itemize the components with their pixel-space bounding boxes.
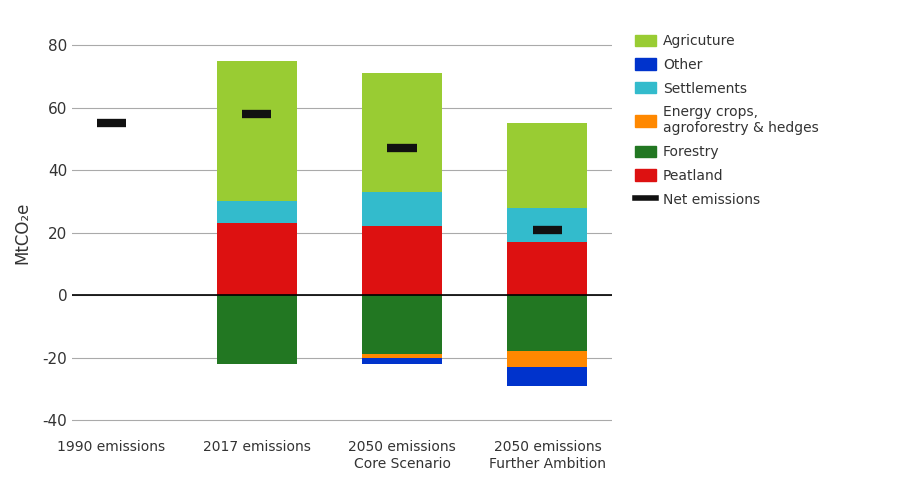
Bar bbox=[508, 351, 588, 367]
Bar bbox=[362, 295, 442, 354]
Bar bbox=[508, 242, 588, 295]
Bar bbox=[217, 61, 296, 201]
Bar bbox=[508, 295, 588, 351]
Bar bbox=[508, 123, 588, 208]
Y-axis label: MtCO₂e: MtCO₂e bbox=[14, 201, 32, 264]
Legend: Agricuture, Other, Settlements, Energy crops,
agroforestry & hedges, Forestry, P: Agricuture, Other, Settlements, Energy c… bbox=[630, 29, 824, 212]
Bar bbox=[362, 73, 442, 192]
Bar bbox=[217, 201, 296, 223]
Bar bbox=[508, 367, 588, 386]
Bar bbox=[217, 295, 296, 364]
Bar bbox=[362, 354, 442, 357]
Bar bbox=[362, 192, 442, 226]
Bar bbox=[362, 226, 442, 295]
Bar bbox=[508, 208, 588, 242]
Bar bbox=[362, 357, 442, 364]
Bar bbox=[217, 223, 296, 295]
